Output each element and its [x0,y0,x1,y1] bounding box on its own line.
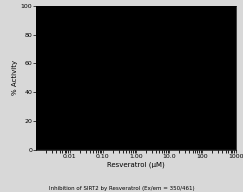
Text: Inhibition of SIRT2 by Resveratrol (Ex/em = 350/461): Inhibition of SIRT2 by Resveratrol (Ex/e… [49,186,194,191]
Y-axis label: % Activity: % Activity [12,60,18,95]
X-axis label: Resveratrol (µM): Resveratrol (µM) [107,162,165,168]
